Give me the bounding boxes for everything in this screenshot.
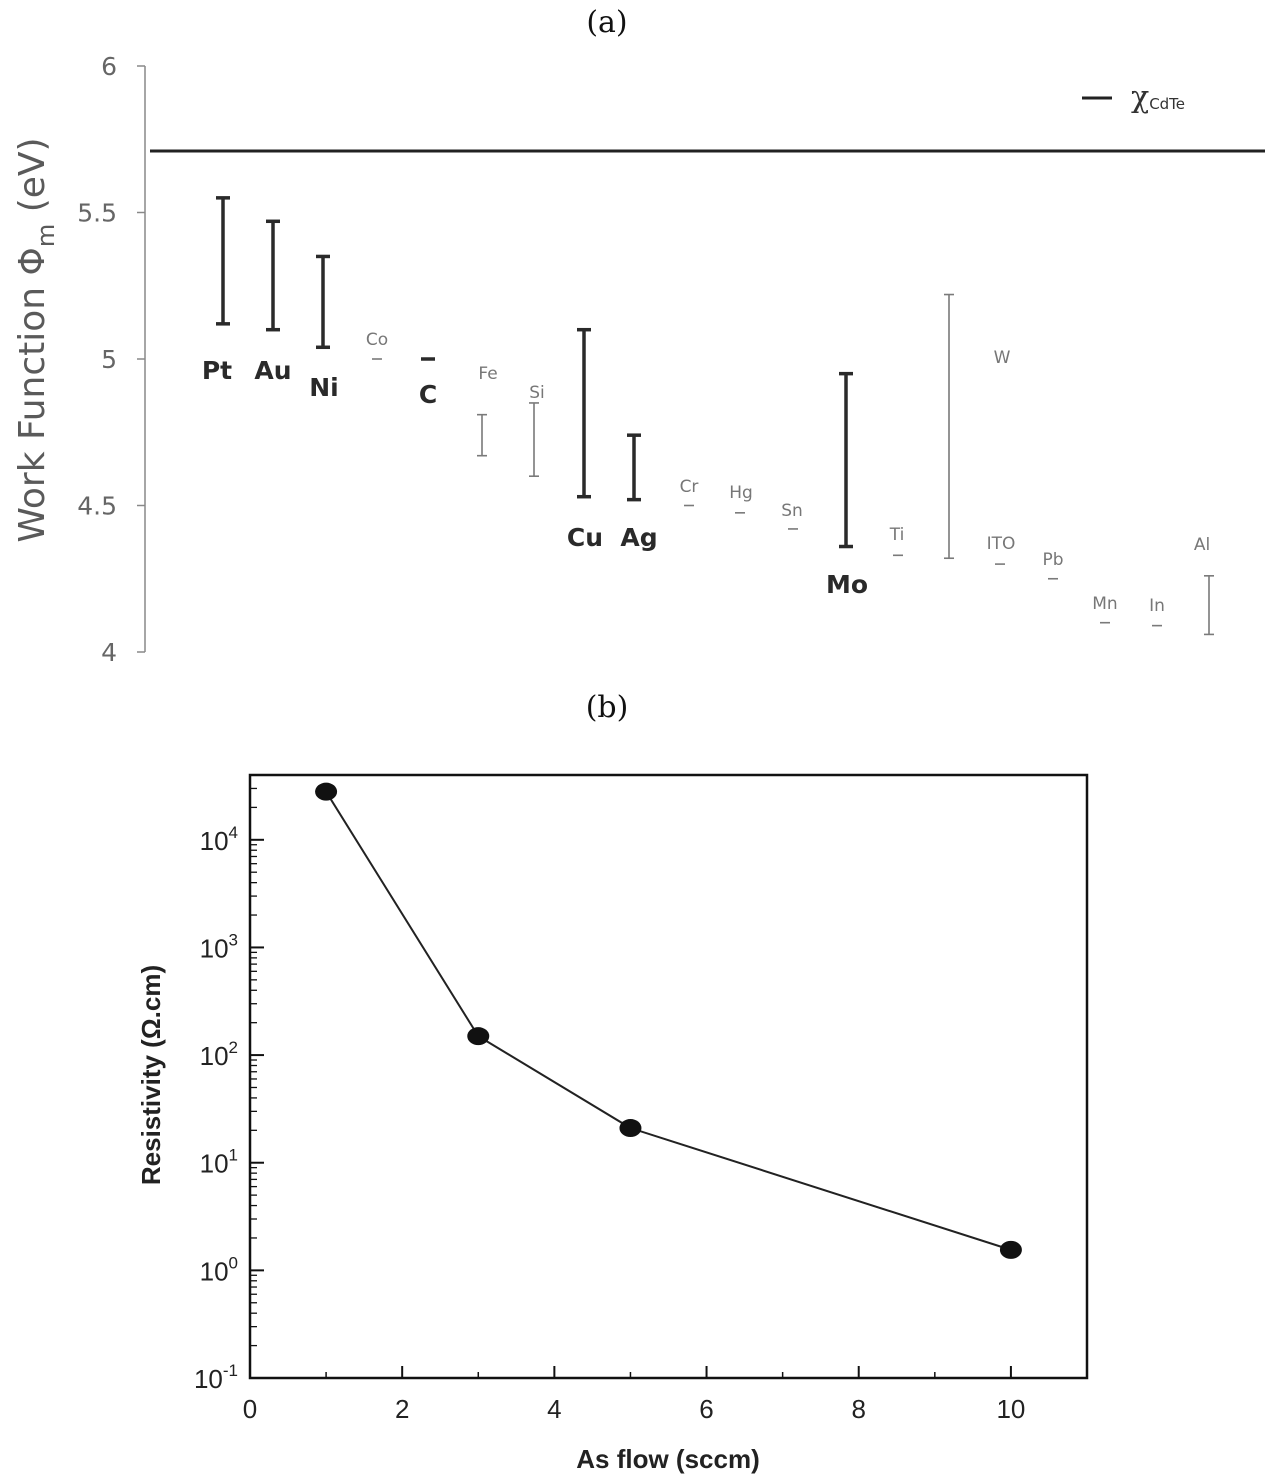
range-bar-mo: [839, 371, 853, 549]
y-tick-label-b: 102: [200, 1038, 238, 1071]
range-bar-pt: [216, 196, 230, 326]
legend-a: χCdTe: [1082, 80, 1185, 115]
bar-label-c: C: [419, 380, 437, 409]
x-tick-label-b: 10: [996, 1394, 1025, 1424]
panel-label-a: (a): [586, 5, 627, 40]
y-axis-title-a: Work Function Φm (eV): [12, 137, 60, 542]
range-bar-si: [529, 402, 539, 478]
range-bar-cu: [577, 327, 591, 499]
y-tick-label-a: 4.5: [77, 492, 117, 521]
y-tick-label-a: 5: [101, 345, 117, 374]
legend-label-chi: χCdTe: [1131, 80, 1185, 115]
resistivity-chart: 0 2 4 6 8 10 10-1 100 101 102 103 104 As flow (sccm…: [136, 773, 1089, 1474]
bar-label-ti: Ti: [889, 525, 905, 545]
bar-label-w: W: [994, 348, 1011, 368]
bar-label-fe: Fe: [478, 364, 497, 384]
bar-label-au: Au: [254, 356, 291, 385]
range-bar-ni: [316, 254, 330, 350]
bar-label-cr: Cr: [680, 477, 699, 497]
x-tick-label-b: 2: [395, 1394, 409, 1424]
bar-label-sn: Sn: [781, 501, 803, 521]
bar-label-si: Si: [529, 383, 545, 403]
bar-label-hg: Hg: [729, 483, 753, 503]
data-point: [315, 782, 338, 801]
range-bar-au: [266, 219, 280, 332]
x-tick-label-b: 8: [851, 1394, 865, 1424]
y-tick-label-b: 104: [200, 823, 238, 856]
bar-label-in: In: [1149, 596, 1165, 616]
bar-label-mn: Mn: [1092, 594, 1117, 614]
bar-label-ni: Ni: [309, 373, 339, 402]
y-tick-label-a: 6: [101, 52, 117, 81]
bar-label-ito: ITO: [987, 534, 1016, 554]
bar-label-al: Al: [1194, 535, 1210, 555]
bar-label-pt: Pt: [202, 356, 232, 385]
data-point: [999, 1240, 1022, 1259]
bar-label-co: Co: [366, 330, 388, 350]
range-bar-al: [1204, 575, 1214, 636]
range-bar-ag: [627, 433, 641, 502]
range-bar-w: [944, 293, 954, 560]
bar-label-pb: Pb: [1042, 550, 1063, 570]
x-tick-label-b: 4: [547, 1394, 561, 1424]
range-bar-fe: [477, 413, 487, 457]
y-axis-title-b: Resistivity (Ω.cm): [136, 965, 166, 1185]
panel-label-b: (b): [586, 690, 629, 725]
x-axis-title-b: As flow (sccm): [576, 1444, 760, 1474]
bar-label-mo: Mo: [826, 570, 868, 599]
bar-label-cu: Cu: [567, 523, 603, 552]
x-tick-label-b: 0: [243, 1394, 257, 1424]
y-tick-label-a: 5.5: [77, 199, 117, 228]
series-line: [325, 791, 1012, 1251]
plot-frame-b: [248, 773, 1089, 1380]
y-tick-label-b: 103: [200, 930, 238, 963]
x-tick-label-b: 6: [699, 1394, 713, 1424]
data-point: [467, 1027, 490, 1046]
data-point: [619, 1119, 642, 1138]
bar-label-ag: Ag: [620, 523, 657, 552]
y-tick-label-b: 100: [200, 1253, 238, 1286]
y-tick-label-b: 10-1: [194, 1361, 238, 1394]
work-function-chart: Work Function Φm (eV) 4 4.5 5 5.5 6 Pt Au Ni Co…: [12, 52, 1265, 667]
y-tick-label-b: 101: [200, 1146, 238, 1179]
y-tick-label-a: 4: [101, 638, 117, 667]
